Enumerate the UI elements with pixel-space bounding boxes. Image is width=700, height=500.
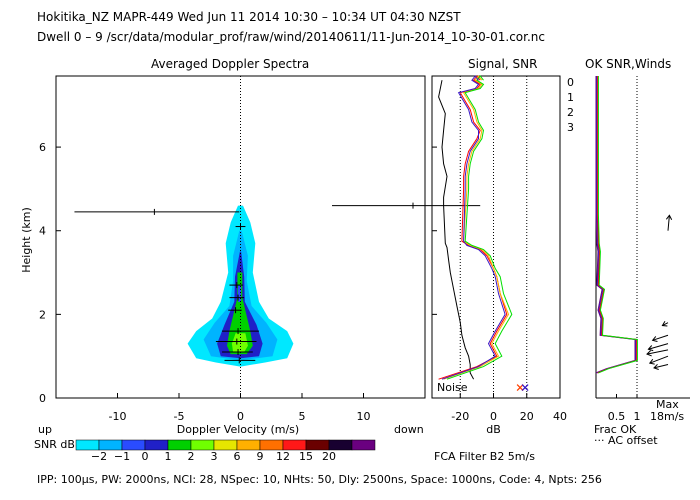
noise-curve	[438, 80, 475, 380]
down-label: down	[394, 423, 424, 436]
colorbar-tick-label: 15	[299, 450, 313, 463]
height-axis-label: Height (km)	[20, 207, 33, 273]
colorbar-tick-label: 6	[234, 450, 241, 463]
signal-x-tick-label: -20	[451, 410, 469, 423]
colorbar-swatch	[351, 439, 376, 451]
colorbar-tick-label: 2	[188, 450, 195, 463]
spectra-x-axis-label: Doppler Velocity (m/s)	[177, 423, 299, 436]
wind-arrowhead	[651, 336, 658, 343]
up-label: up	[38, 423, 52, 436]
colorbar-tick-label: 1	[165, 450, 172, 463]
colorbar-swatch	[144, 439, 169, 451]
colorbar-swatch	[213, 439, 238, 451]
spectra-x-tick-label: 10	[357, 410, 371, 423]
frac-ok-curve	[595, 76, 636, 374]
colorbar-tick-label: −1	[114, 450, 130, 463]
wind-vector	[648, 343, 669, 350]
signal-x-tick-label: 20	[520, 410, 534, 423]
ok-x-axis-label: Frac OK	[594, 423, 637, 436]
wind-vector	[652, 334, 669, 341]
wind-arrowhead	[653, 363, 659, 370]
snr-curve-2	[446, 75, 513, 380]
colorbar-tick-label: 9	[257, 450, 264, 463]
footer-filter: FCA Filter B2 5m/s	[434, 450, 535, 463]
header-line-2: Dwell 0 – 9 /scr/data/modular_prof/raw/w…	[37, 30, 545, 44]
wind-arrowhead	[646, 350, 652, 357]
snr-curve-3	[441, 75, 506, 380]
height-tick-label: 2	[39, 308, 46, 321]
max-value: 18m/s	[650, 410, 684, 423]
ok-x-tick-label: 0.5	[608, 410, 626, 423]
spectra-x-tick-label: 5	[299, 410, 306, 423]
colorbar-tick-label: 20	[322, 450, 336, 463]
ok-title: OK SNR,Winds	[585, 57, 672, 71]
wind-vector	[646, 349, 669, 355]
noise-marker	[516, 384, 524, 392]
footer-params: IPP: 100µs, PW: 2000ns, NCI: 28, NSpec: …	[37, 473, 602, 486]
colorbar-swatch	[305, 439, 330, 451]
legend-series-3: 3	[567, 121, 574, 134]
colorbar-swatch	[282, 439, 307, 451]
signal-x-tick-label: 0	[490, 410, 497, 423]
wind-vector	[653, 364, 669, 369]
height-tick-label: 0	[39, 392, 46, 405]
colorbar-swatch	[98, 439, 123, 451]
signal-x-tick-label: 40	[553, 410, 567, 423]
colorbar-tick-label: 12	[276, 450, 290, 463]
noise-marker	[521, 384, 529, 392]
colorbar-swatch	[121, 439, 146, 451]
height-tick-label: 4	[39, 225, 46, 238]
colorbar-label: SNR dB	[34, 438, 75, 451]
frac-ok-curve	[597, 76, 638, 374]
wind-vector	[667, 215, 670, 231]
noise-label: Noise	[437, 381, 468, 394]
wind-arrowhead	[661, 320, 668, 327]
ac-offset-label: ··· AC offset	[594, 434, 658, 447]
colorbar-swatch	[190, 439, 215, 451]
colorbar-swatch	[236, 439, 261, 451]
colorbar-swatch	[167, 439, 192, 451]
header-line-1: Hokitika_NZ MAPR-449 Wed Jun 11 2014 10:…	[37, 10, 461, 24]
signal-title: Signal, SNR	[468, 57, 538, 71]
spectra-x-tick-label: -5	[174, 410, 185, 423]
colorbar-tick-label: −2	[91, 450, 107, 463]
wind-arrowhead	[648, 358, 655, 365]
colorbar-swatch	[259, 439, 284, 451]
spectra-x-tick-label: 0	[237, 410, 244, 423]
legend-series-1: 1	[567, 91, 574, 104]
signal-frame	[431, 75, 561, 399]
snr-contour-3	[227, 272, 253, 355]
colorbar-tick-label: 0	[142, 450, 149, 463]
colorbar-swatch	[75, 439, 100, 451]
wind-arrowhead	[665, 214, 673, 221]
snr-contour-4	[231, 333, 248, 352]
max-label: Max	[656, 398, 679, 411]
colorbar-swatch	[328, 439, 353, 451]
frac-ok-curve	[596, 76, 637, 374]
spectra-x-tick-label: -10	[109, 410, 127, 423]
ok-x-tick-label: 1	[634, 410, 641, 423]
wind-arrowhead	[647, 345, 654, 352]
colorbar-tick-label: 3	[211, 450, 218, 463]
wind-vector	[662, 322, 669, 326]
legend-series-0: 0	[567, 76, 574, 89]
signal-x-axis-label: dB	[486, 423, 501, 436]
snr-curve-1	[443, 75, 510, 380]
height-tick-label: 6	[39, 141, 46, 154]
legend-series-2: 2	[567, 106, 574, 119]
wind-vector	[649, 355, 669, 364]
spectra-title: Averaged Doppler Spectra	[151, 57, 310, 71]
frac-ok-curve	[597, 76, 638, 374]
